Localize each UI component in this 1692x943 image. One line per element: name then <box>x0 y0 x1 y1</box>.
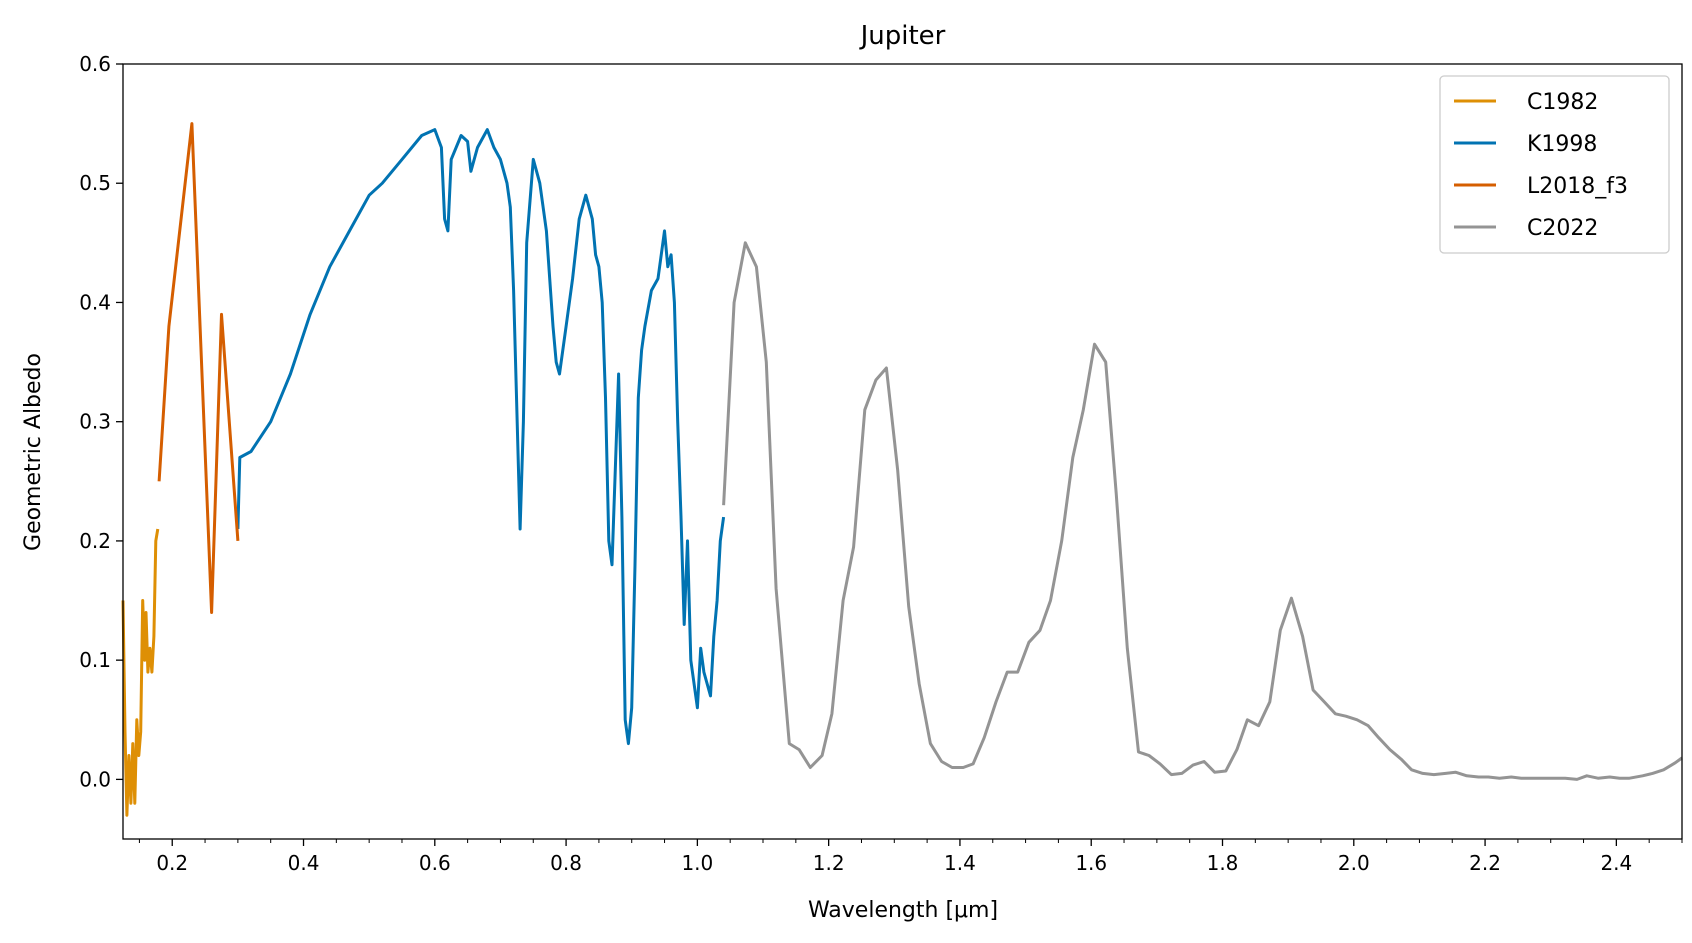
y-tick-label: 0.6 <box>79 52 111 76</box>
x-tick-label: 1.2 <box>813 851 845 875</box>
x-axis-label: Wavelength [μm] <box>808 898 998 923</box>
x-tick-label: 0.4 <box>288 851 320 875</box>
legend-box <box>1439 75 1670 254</box>
legend-label-3: C2022 <box>1527 216 1598 241</box>
x-tick-label: 2.0 <box>1338 851 1370 875</box>
series-line-2 <box>157 122 240 614</box>
series-layer <box>121 122 1683 817</box>
legend-label-2: L2018_f3 <box>1527 174 1628 199</box>
plot-frame <box>122 63 1683 840</box>
x-tick-label: 0.8 <box>550 851 582 875</box>
series-line-3 <box>722 241 1683 781</box>
y-tick-label: 0.1 <box>79 648 111 672</box>
y-axis-label: Geometric Albedo <box>21 353 46 551</box>
y-tick-label: 0.2 <box>79 529 111 553</box>
y-tick-label: 0.3 <box>79 410 111 434</box>
plot-area <box>123 64 1682 839</box>
x-tick-label: 1.8 <box>1207 851 1239 875</box>
x-tick-label: 1.4 <box>944 851 976 875</box>
x-tick-label: 0.6 <box>419 851 451 875</box>
x-tick-label: 2.4 <box>1600 851 1632 875</box>
y-tick-label: 0.0 <box>79 767 111 791</box>
x-tick-label: 1.6 <box>1075 851 1107 875</box>
legend-label-1: K1998 <box>1527 132 1597 157</box>
y-axis: 0.0 0.1 0.2 0.3 0.4 0.5 0.6 <box>79 52 123 791</box>
legend: C1982 K1998 L2018_f3 C2022 <box>1439 75 1670 254</box>
legend-label-0: C1982 <box>1527 90 1598 115</box>
series-line-0 <box>121 528 160 817</box>
x-tick-label: 0.2 <box>156 851 188 875</box>
series-line-1 <box>236 128 726 746</box>
x-tick-label: 1.0 <box>681 851 713 875</box>
y-tick-label: 0.4 <box>79 290 111 314</box>
chart-title: Jupiter <box>859 21 946 51</box>
x-axis: 0.2 0.4 0.6 0.8 1.0 1.2 1.4 1.6 1.8 2.0 2.2 2.4 <box>138 839 1683 875</box>
x-tick-label: 2.2 <box>1469 851 1501 875</box>
y-tick-label: 0.5 <box>79 171 111 195</box>
